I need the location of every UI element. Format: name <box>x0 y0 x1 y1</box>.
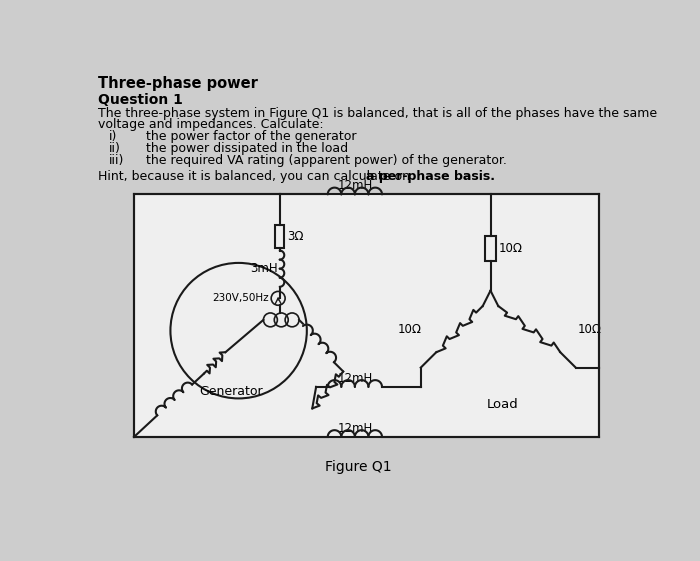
Text: 230V,50Hz: 230V,50Hz <box>212 293 269 304</box>
Text: 10Ω: 10Ω <box>398 323 421 335</box>
Text: a per-phase basis.: a per-phase basis. <box>365 170 495 183</box>
Text: i): i) <box>109 131 118 144</box>
Text: 10Ω: 10Ω <box>578 323 601 335</box>
Text: 3Ω: 3Ω <box>287 230 303 243</box>
Text: Figure Q1: Figure Q1 <box>326 460 392 474</box>
Text: Question 1: Question 1 <box>97 93 183 107</box>
Text: voltage and impedances. Calculate:: voltage and impedances. Calculate: <box>97 118 323 131</box>
Text: The three-phase system in Figure Q1 is balanced, that is all of the phases have : The three-phase system in Figure Q1 is b… <box>97 107 657 121</box>
Text: 12mH: 12mH <box>337 179 372 192</box>
Text: the power dissipated in the load: the power dissipated in the load <box>146 142 348 155</box>
Text: iii): iii) <box>109 154 125 167</box>
Bar <box>134 194 599 437</box>
Text: ii): ii) <box>109 142 121 155</box>
Text: Load: Load <box>486 398 518 411</box>
Text: Generator: Generator <box>199 384 262 398</box>
Text: 12mH: 12mH <box>337 422 372 435</box>
Text: the required VA rating (apparent power) of the generator.: the required VA rating (apparent power) … <box>146 154 507 167</box>
Bar <box>485 236 496 261</box>
Text: the power factor of the generator: the power factor of the generator <box>146 131 356 144</box>
Text: Hint, because it is balanced, you can calculate on: Hint, because it is balanced, you can ca… <box>97 170 414 183</box>
Text: 3mH: 3mH <box>251 262 278 275</box>
Text: 10Ω: 10Ω <box>498 242 522 255</box>
Bar <box>275 225 284 249</box>
Text: Three-phase power: Three-phase power <box>97 76 258 91</box>
Text: 12mH: 12mH <box>337 371 372 384</box>
